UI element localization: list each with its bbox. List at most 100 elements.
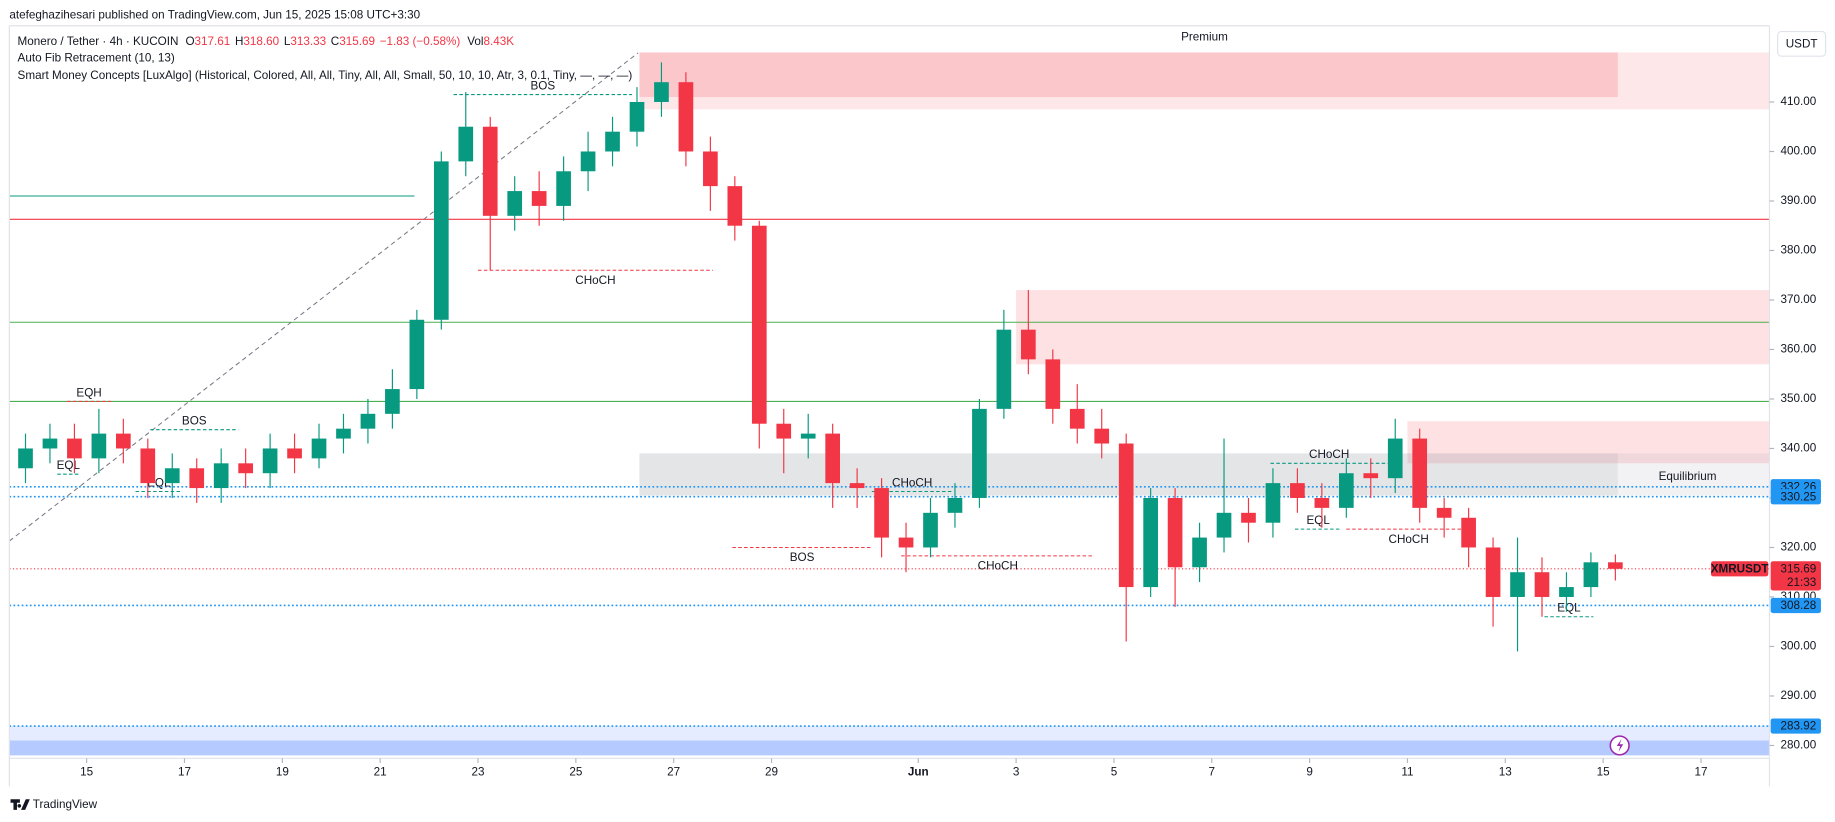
candle-body xyxy=(1265,483,1281,523)
candle-body xyxy=(1412,438,1428,508)
structure-label: CHoCH xyxy=(1309,448,1349,461)
indicator-legend: Auto Fib Retracement (10, 13) xyxy=(18,52,175,65)
symbol-tag xyxy=(1710,561,1769,577)
price-tag-label: 283.92 xyxy=(1781,720,1817,733)
x-tick-label: 27 xyxy=(667,765,680,778)
currency[interactable]: USDT xyxy=(1786,38,1818,51)
candle-body xyxy=(1069,408,1085,429)
symbol-tag-label: XMRUSDT xyxy=(1711,562,1770,575)
candle-body xyxy=(531,191,547,206)
candle-body xyxy=(1094,428,1110,444)
ohlc-key: H xyxy=(235,35,243,48)
ohlc-value: 313.33 xyxy=(290,35,326,48)
candle-body xyxy=(923,512,938,548)
x-tick-label: 25 xyxy=(569,765,583,778)
candle-body xyxy=(507,191,523,216)
candle-body xyxy=(1338,473,1354,508)
structure-label: EQL xyxy=(1557,602,1581,615)
y-tick-label: 290.00 xyxy=(1781,689,1817,702)
zone xyxy=(639,52,1770,110)
ohlc-key: O xyxy=(185,35,194,48)
candle-body xyxy=(164,468,180,484)
candle-body xyxy=(458,126,474,162)
candle-body xyxy=(1045,359,1061,409)
structure-label: EQL xyxy=(1306,514,1330,527)
candle-body xyxy=(898,537,914,548)
x-tick-label: 17 xyxy=(1694,765,1707,778)
structure-label: BOS xyxy=(530,79,555,92)
candle-body xyxy=(849,483,865,489)
price-tag-label: 330.25 xyxy=(1781,490,1817,503)
y-tick-label: 350.00 xyxy=(1781,392,1817,405)
candle-body xyxy=(1167,497,1183,568)
structure-label: EQL xyxy=(57,459,81,472)
y-tick-label: 280.00 xyxy=(1781,739,1817,752)
candle-body xyxy=(825,433,841,484)
y-tick-label: 390.00 xyxy=(1781,194,1817,207)
price-axis xyxy=(1769,25,1835,787)
last-price-label: 315.69 xyxy=(1781,562,1817,575)
x-tick-label: 17 xyxy=(178,765,191,778)
volume-key: Vol xyxy=(467,35,483,48)
price-tag xyxy=(1770,597,1821,614)
candle-body xyxy=(1143,497,1158,588)
structure-label: BOS xyxy=(790,551,815,564)
x-tick-label: 23 xyxy=(471,765,484,778)
candle-body xyxy=(67,438,82,459)
y-tick-label: 340.00 xyxy=(1781,442,1817,455)
logo-mark xyxy=(10,799,30,810)
brand: TradingView xyxy=(33,798,98,811)
candle-body xyxy=(556,171,571,206)
candle-body xyxy=(678,82,694,152)
candle-body xyxy=(1461,517,1476,548)
candle-body xyxy=(629,101,645,132)
price-tag xyxy=(1770,489,1821,505)
symbol: Monero / Tether · 4h · KUCOIN xyxy=(18,35,179,48)
candle-body xyxy=(189,468,205,489)
x-tick-label: 9 xyxy=(1306,765,1313,778)
candle-body xyxy=(751,225,767,424)
currency-box[interactable] xyxy=(1777,31,1827,57)
y-tick-label: 380.00 xyxy=(1781,244,1817,257)
candle-body xyxy=(1387,438,1403,479)
alert-bolt[interactable] xyxy=(1616,739,1624,752)
zone-label: Premium xyxy=(1181,30,1228,43)
ohlc-value: 318.60 xyxy=(243,35,279,48)
y-tick-label: 300.00 xyxy=(1781,640,1817,653)
zone xyxy=(9,726,1770,756)
x-tick-label: Jun xyxy=(908,765,929,778)
structure-label: CHoCH xyxy=(892,476,932,489)
structure-label: CHoCH xyxy=(575,274,615,287)
candle-body xyxy=(800,433,816,439)
candle-body xyxy=(605,131,620,152)
ohlc-key: C xyxy=(331,35,339,48)
structure-label: CHoCH xyxy=(1389,533,1429,546)
candle-body xyxy=(1192,537,1207,568)
zone xyxy=(1016,290,1770,365)
structure-label: EQH xyxy=(76,386,101,399)
publish-header: atefeghazihesari published on TradingVie… xyxy=(9,8,420,21)
candle-body xyxy=(1241,512,1256,523)
candle-body xyxy=(727,186,743,226)
candle-body xyxy=(947,497,963,513)
x-tick-label: 21 xyxy=(374,765,387,778)
volume: 8.43K xyxy=(484,35,515,48)
candle-body xyxy=(311,438,327,459)
x-tick-label: 13 xyxy=(1499,765,1512,778)
candle-body xyxy=(482,126,498,216)
x-tick-label: 3 xyxy=(1013,765,1020,778)
y-tick-label: 320.00 xyxy=(1781,541,1817,554)
candle-body xyxy=(703,151,718,187)
candle-body xyxy=(262,448,278,474)
candle-body xyxy=(1290,483,1305,498)
candle-body xyxy=(654,82,669,102)
zone xyxy=(639,52,1618,98)
y-tick-label: 360.00 xyxy=(1781,343,1817,356)
candle-body xyxy=(287,448,302,459)
ohlc-key: L xyxy=(284,35,291,48)
candle-body xyxy=(336,428,351,439)
